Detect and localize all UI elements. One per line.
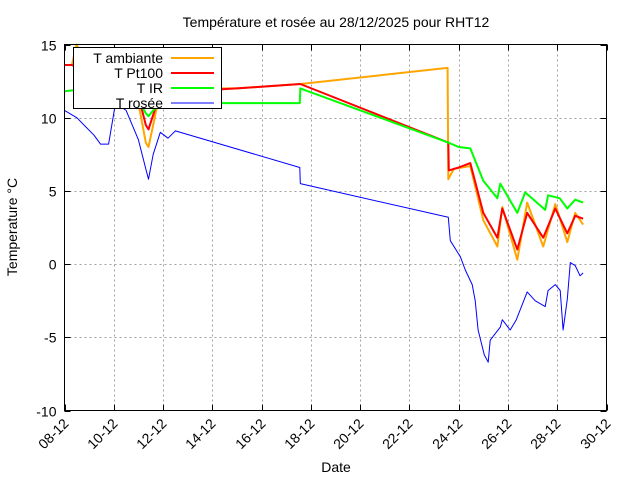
x-tick-label: 08-12 [35,415,72,452]
legend-label: T IR [137,80,163,96]
x-tick-label: 24-12 [429,415,466,452]
x-tick-label: 16-12 [232,415,269,452]
x-axis-label: Date [321,459,351,475]
y-tick-label: 15 [41,38,57,54]
x-tick-label: 10-12 [84,415,121,452]
x-tick-label: 30-12 [577,415,614,452]
y-tick-label: 5 [49,184,57,200]
y-tick-label: -5 [44,330,57,346]
y-tick-label: -10 [36,404,56,420]
y-tick-label: 10 [41,111,57,127]
legend-label: T Pt100 [114,65,163,81]
x-tick-label: 28-12 [527,415,564,452]
x-tick-label: 14-12 [182,415,219,452]
chart-title: Température et rosée au 28/12/2025 pour … [183,14,490,30]
y-tick-label: 0 [49,257,57,273]
series-line-t-ros-e [64,102,584,363]
x-tick-label: 18-12 [281,415,318,452]
legend-label: T rosée [116,95,163,111]
x-tick-label: 26-12 [478,415,515,452]
x-tick-label: 22-12 [379,415,416,452]
legend-label: T ambiante [93,50,163,66]
x-tick-label: 12-12 [133,415,170,452]
x-tick-label: 20-12 [330,415,367,452]
y-axis-label: Temperature °C [4,178,20,276]
plot-frame [64,44,607,411]
